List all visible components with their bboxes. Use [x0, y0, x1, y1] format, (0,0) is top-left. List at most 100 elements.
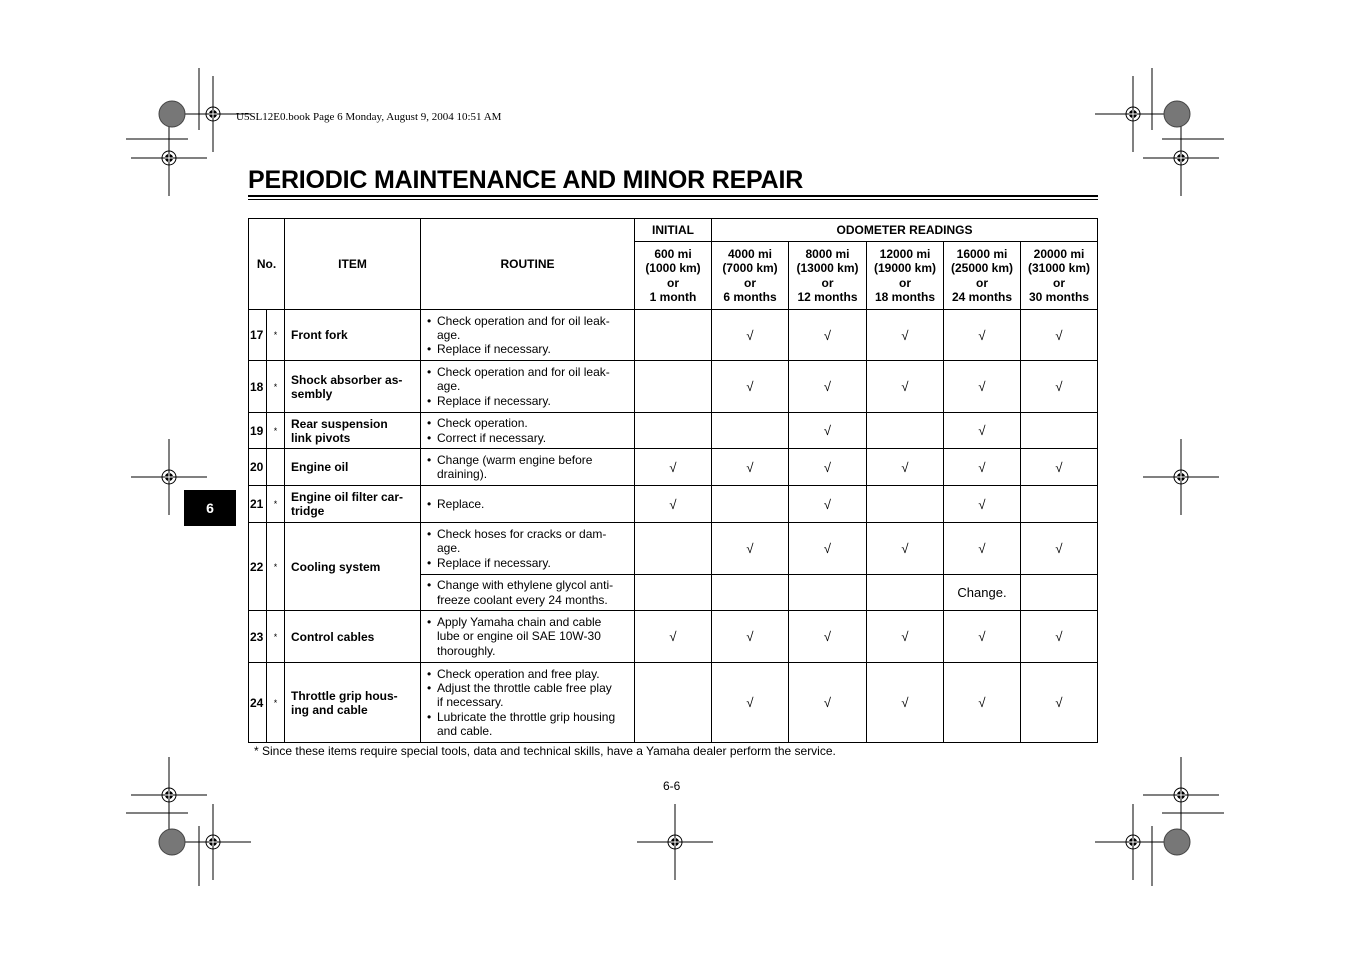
- row-number: 23: [248, 610, 267, 663]
- crosshair-mark: [1095, 804, 1171, 880]
- table-row: 24 * Throttle grip hous- ing and cable • Che…: [248, 662, 1098, 743]
- dealer-asterisk: *: [266, 522, 285, 611]
- check-mark: √: [866, 360, 944, 413]
- bullet-icon: •: [427, 681, 432, 696]
- table-row: 19 * Rear suspension link pivots • Check ope…: [248, 412, 1098, 449]
- dealer-asterisk: *: [266, 412, 285, 449]
- check-mark: √: [711, 610, 789, 663]
- crosshair-mark: [1095, 76, 1171, 152]
- empty-cell: [788, 574, 867, 611]
- check-mark: √: [634, 448, 712, 486]
- routine-text: Replace if necessary.: [437, 555, 551, 570]
- interval-line: 16000 mi: [956, 246, 1008, 261]
- interval-line: or: [744, 275, 756, 290]
- empty-cell: [866, 485, 944, 523]
- routine-text: Change (warm engine before draining).: [437, 452, 593, 481]
- routine-bullet: • Lubricate the throttle grip housing and…: [427, 710, 632, 739]
- routine-bullet: • Replace if necessary.: [427, 394, 632, 408]
- page-number: 6-6: [663, 779, 681, 793]
- routine-text: Check hoses for cracks or dam- age.: [437, 527, 607, 556]
- check-mark: √: [943, 360, 1021, 413]
- check-mark: √: [788, 522, 867, 575]
- routine: • Apply Yamaha chain and cable lube or en…: [420, 610, 635, 663]
- dealer-asterisk: [266, 448, 285, 486]
- table-row: 18 * Shock absorber as- sembly • Check opera…: [248, 360, 1098, 413]
- bullet-icon: •: [427, 416, 432, 431]
- dealer-asterisk: *: [266, 485, 285, 523]
- row-number: 18: [248, 360, 267, 413]
- routine-bullet: • Replace if necessary.: [427, 342, 632, 356]
- empty-cell: [634, 574, 712, 611]
- header-interval: 16000 mi (25000 km) or 24 months: [943, 241, 1021, 310]
- dealer-asterisk: *: [266, 662, 285, 743]
- header-item: ITEM: [284, 218, 421, 310]
- check-mark: √: [943, 309, 1021, 361]
- interval-line: 4000 mi: [727, 246, 773, 261]
- table-row: 22 * Cooling system • Check hoses for cracks…: [248, 522, 1098, 611]
- check-mark: √: [866, 522, 944, 575]
- routine-bullet: • Replace.: [427, 497, 632, 511]
- interval-line: or: [821, 275, 834, 290]
- table-row: 20 Engine oil • Change (warm engine before …: [248, 448, 1098, 486]
- book-info-line: U5SL12E0.book Page 6 Monday, August 9, 2…: [236, 111, 502, 123]
- color-target-icon: [1163, 100, 1191, 128]
- row-number: 20: [248, 448, 267, 486]
- check-mark: √: [1020, 522, 1098, 575]
- check-mark: √: [711, 360, 789, 413]
- check-mark: √: [711, 448, 789, 486]
- crosshair-mark: [175, 76, 251, 152]
- empty-cell: [866, 574, 944, 611]
- check-mark: √: [634, 610, 712, 663]
- interval-line: 20000 mi: [1033, 246, 1085, 261]
- header-initial: INITIAL: [634, 218, 712, 242]
- empty-cell: [634, 360, 712, 413]
- routine-text: Replace.: [437, 496, 485, 511]
- title-rule: [248, 199, 1098, 200]
- check-mark: √: [788, 360, 867, 413]
- bullet-icon: •: [427, 578, 432, 593]
- interval-line: (31000 km): [1027, 261, 1091, 275]
- check-mark: √: [711, 662, 789, 743]
- empty-cell: [1020, 485, 1098, 523]
- routine-text: Correct if necessary.: [437, 430, 547, 445]
- header-interval: 12000 mi (19000 km) or 18 months: [866, 241, 944, 310]
- check-mark: √: [1020, 610, 1098, 663]
- check-mark: √: [866, 448, 944, 486]
- check-mark: √: [943, 610, 1021, 663]
- bullet-icon: •: [427, 666, 432, 681]
- dealer-asterisk: *: [266, 610, 285, 663]
- check-mark: √: [1020, 360, 1098, 413]
- check-mark: √: [866, 662, 944, 743]
- interval-line: or: [976, 275, 988, 290]
- check-mark: √: [788, 610, 867, 663]
- routine: • Check operation and for oil leak- age. •…: [420, 360, 635, 413]
- table-row: 21 * Engine oil filter car- tridge • Replace…: [248, 485, 1098, 523]
- table-row: 23 * Control cables • Apply Yamaha chain and…: [248, 610, 1098, 663]
- check-mark: √: [943, 662, 1021, 743]
- crosshair-mark: [1143, 120, 1219, 196]
- crosshair-mark: [131, 757, 207, 833]
- check-mark: √: [788, 448, 867, 486]
- routine-text: Check operation and free play.: [437, 666, 600, 681]
- empty-cell: [634, 412, 712, 449]
- color-target-icon: [158, 828, 186, 856]
- bullet-icon: •: [427, 430, 432, 445]
- empty-cell: [634, 662, 712, 743]
- row-number: 24: [248, 662, 267, 743]
- interval-line: 6 months: [723, 290, 777, 304]
- chapter-tab: 6: [184, 490, 236, 526]
- bullet-icon: •: [427, 313, 432, 328]
- check-mark: √: [711, 309, 789, 361]
- routine-text: Lubricate the throttle grip housing and …: [437, 709, 616, 738]
- routine-text: Replace if necessary.: [437, 393, 551, 408]
- item-name: Shock absorber as- sembly: [284, 360, 421, 413]
- routine-text: Check operation and for oil leak- age.: [437, 365, 610, 394]
- crosshair-mark: [1143, 757, 1219, 833]
- check-mark: √: [1020, 309, 1098, 361]
- check-mark: √: [943, 522, 1021, 575]
- item-name: Front fork: [284, 309, 421, 361]
- routine-text: Apply Yamaha chain and cable lube or eng…: [437, 615, 602, 658]
- header-no: No.: [248, 218, 285, 310]
- bullet-icon: •: [427, 527, 432, 542]
